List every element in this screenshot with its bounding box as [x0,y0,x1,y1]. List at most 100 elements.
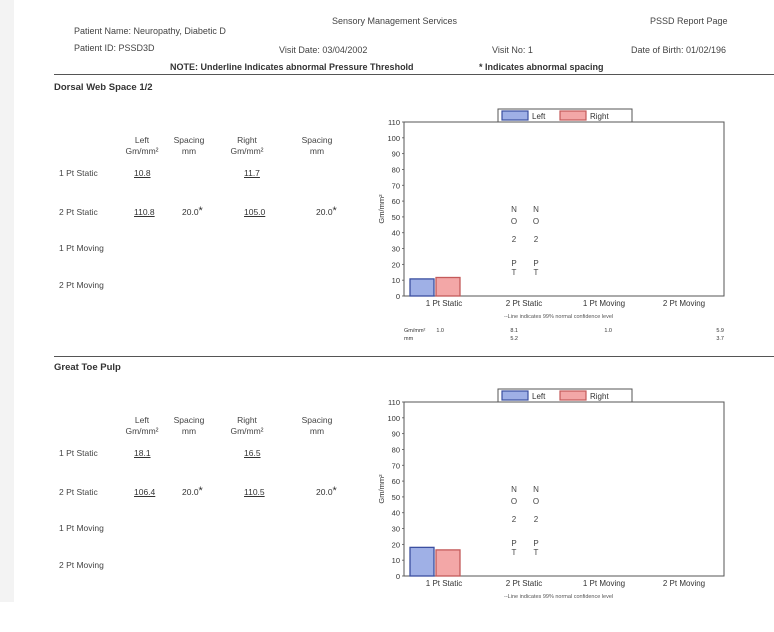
chart-footnote: --Line indicates 99% normal confidence l… [504,314,613,320]
abnormal-spacing-asterisk: * [198,205,203,217]
y-tick-label: 80 [392,445,400,454]
legend-left-label: Left [532,112,546,121]
legend-left-swatch [501,110,529,121]
left-spacing-number: 20.0 [182,487,199,497]
col-spacing2-header-line: Spacing [301,415,333,425]
y-tick-label: 100 [387,134,400,143]
date-of-birth: Date of Birth: 01/02/196 [631,45,727,55]
legend-left-label: Left [532,392,546,401]
service-name: Sensory Management Services [332,16,458,26]
left-threshold-value: 18.1 [134,448,151,458]
x-category-label: 2 Pt Static [506,579,542,588]
no-2pt-letter: O [511,217,517,226]
y-tick-label: 30 [392,525,400,534]
legend-right-label: Right [590,392,609,401]
bar-left [409,278,435,297]
row-label: 2 Pt Static [59,487,98,497]
col-left-header-line: Gm/mm² [125,426,159,436]
right-threshold-value: 110.5 [244,487,265,497]
y-tick-label: 60 [392,477,400,486]
no-2pt-letter: P [511,259,516,268]
x-category-label: 1 Pt Moving [583,299,625,308]
no-2pt-letter: O [533,217,539,226]
col-right-header-line: Right [237,415,257,425]
row-label: 1 Pt Static [59,168,98,178]
col-spacing2-header-line: Spacing [301,135,333,145]
y-tick-label: 90 [392,430,400,439]
y-tick-label: 20 [392,260,400,269]
summary-mm-label: mm [404,336,414,342]
bar-right [435,276,461,297]
y-tick-label: 90 [392,150,400,159]
chart-legend: Left Right [497,108,633,123]
summary-gm-label: Gm/mm² [404,328,426,334]
col-spacing-header-line: Spacing [173,135,205,145]
right-threshold-value: 11.7 [244,168,260,178]
report-page: Patient Name: Neuropathy, Diabetic D Sen… [14,0,774,602]
summary-gm-value: 5.9 [716,328,724,334]
col-right-header-line: Gm/mm² [230,426,264,436]
col-spacing-header-line: mm [181,146,197,156]
col-right-header: Right Gm/mm² [222,135,272,157]
y-tick-label: 80 [392,165,400,174]
patient-name: Patient Name: Neuropathy, Diabetic D [74,26,226,36]
col-left-header-line: Gm/mm² [125,146,159,156]
col-spacing2-header-line: mm [309,146,325,156]
right-spacing-value: 20.0* [316,205,337,218]
y-tick-label: 110 [388,398,400,407]
no-2pt-letter: N [533,205,539,214]
section-title: Great Toe Pulp [54,362,121,373]
col-right-header-line: Right [237,135,257,145]
patient-id: Patient ID: PSSD3D [74,43,155,53]
col-left-header: Left Gm/mm² [117,415,167,437]
right-threshold-value: 16.5 [244,448,261,458]
row-label: 1 Pt Static [59,448,98,458]
left-threshold-value: 106.4 [134,487,156,497]
y-tick-label: 40 [392,229,400,238]
bar-right [435,549,461,577]
y-tick-label: 10 [392,556,400,565]
y-axis-label: Gm/mm² [377,474,386,504]
no-2pt-letter: N [511,205,517,214]
x-category-label: 1 Pt Static [426,299,462,308]
y-tick-label: 20 [392,540,400,549]
right-spacing-value: 20.0* [316,485,337,498]
no-2pt-letter: 2 [534,235,539,244]
y-axis-label: Gm/mm² [377,194,386,224]
legend-right-swatch [559,110,587,121]
no-2pt-letter: N [511,485,517,494]
no-2pt-letter: T [512,548,517,557]
col-right-header: Right Gm/mm² [222,415,272,437]
col-spacing2-header-line: mm [309,426,325,436]
col-spacing2-header: Spacing mm [292,415,342,437]
y-tick-label: 10 [392,276,400,285]
col-left-header-line: Left [134,135,150,145]
left-spacing-value: 20.0* [182,485,203,498]
bar-chart: Left Right 0 10 20 30 40 50 60 70 80 90 100 110 Gm/mm²… [377,108,725,342]
legend-right-label: Right [590,112,609,121]
row-label: 2 Pt Static [59,207,98,217]
abnormal-spacing-asterisk: * [332,205,337,217]
legend-left-swatch [501,390,529,401]
header-divider [54,74,774,75]
right-spacing-number: 20.0 [316,207,333,217]
no-2pt-letter: P [533,539,538,548]
col-spacing2-header: Spacing mm [292,135,342,157]
col-spacing-header: Spacing mm [164,135,214,157]
y-tick-label: 30 [392,245,400,254]
bar-chart: Left Right 0 10 20 30 40 50 60 70 80 90 100 110 Gm/mm²… [377,388,725,600]
no-2pt-letter: 2 [534,515,539,524]
chart-footnote: --Line indicates 99% normal confidence l… [504,594,613,600]
x-category-label: 1 Pt Moving [583,579,625,588]
no-2pt-letter: T [534,268,539,277]
y-tick-label: 50 [392,213,400,222]
y-tick-label: 0 [396,292,400,301]
col-spacing-header-line: Spacing [173,415,205,425]
x-category-label: 2 Pt Static [506,299,542,308]
abnormal-spacing-asterisk: * [198,485,203,497]
report-page-title: PSSD Report Page [650,16,728,26]
row-label: 1 Pt Moving [59,523,104,533]
y-tick-label: 70 [392,461,400,470]
no-2pt-letter: P [533,259,538,268]
abnormal-spacing-asterisk: * [332,485,337,497]
